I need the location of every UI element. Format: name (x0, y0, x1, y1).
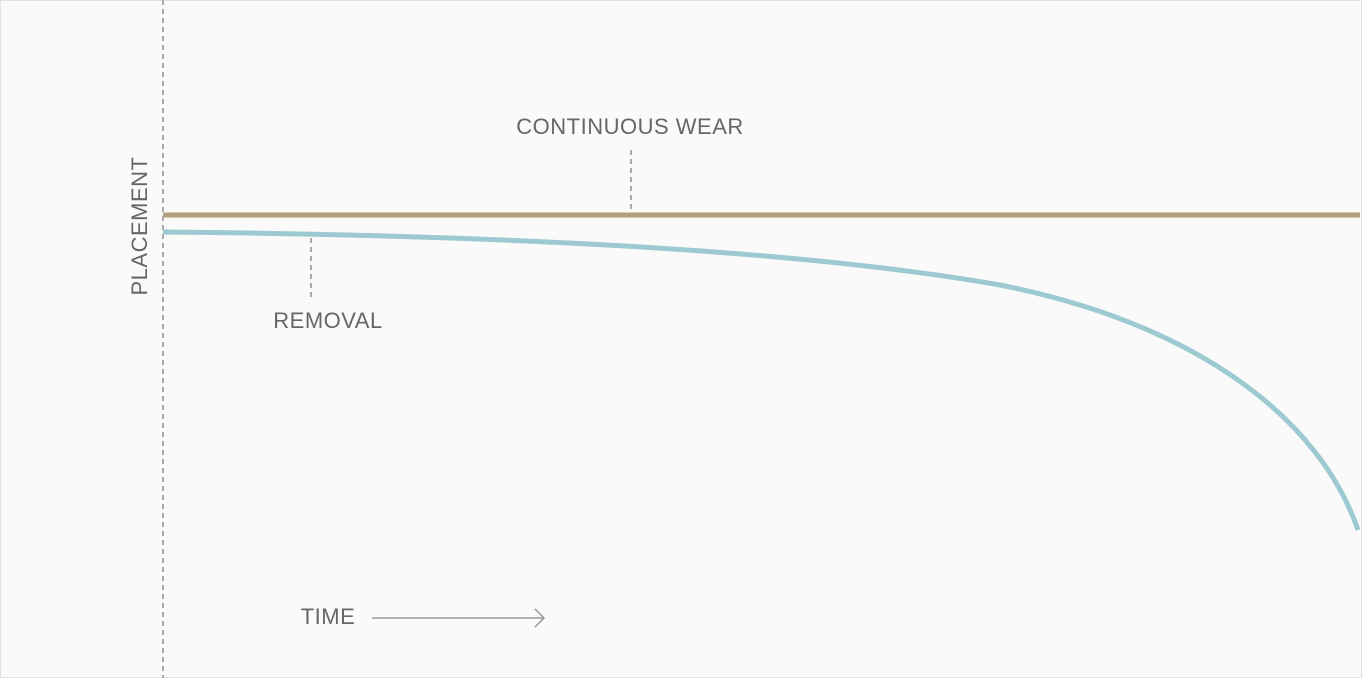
removal-curve (162, 229, 1361, 531)
continuous-wear-label: CONTINUOUS WEAR (516, 114, 744, 139)
placement-label: PLACEMENT (127, 157, 152, 296)
time-arrow-head (534, 608, 546, 628)
time-label: TIME (301, 604, 356, 629)
removal-label: REMOVAL (273, 308, 382, 333)
